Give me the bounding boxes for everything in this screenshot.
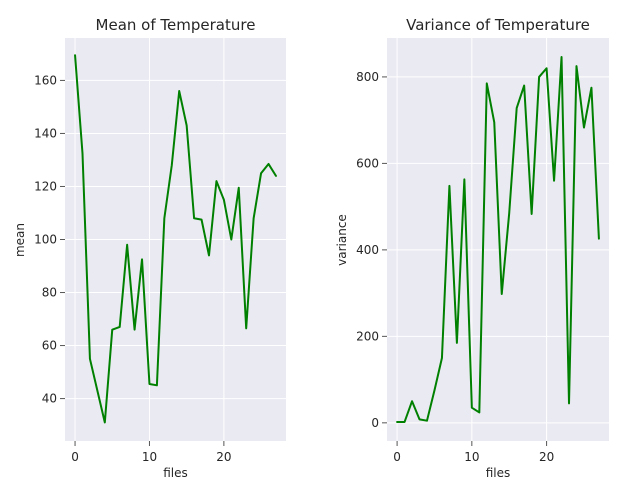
variance-y-tick-label-0: 0	[371, 416, 379, 430]
mean-ticks: 0 10 20 40 60 80 100 120 140 160	[34, 73, 231, 464]
mean-y-tick-label-3: 100	[34, 233, 57, 247]
variance-y-axis-label: variance	[335, 214, 349, 266]
mean-y-axis-label: mean	[13, 223, 27, 257]
variance-y-tick-label-4: 800	[356, 70, 379, 84]
mean-chart-title: Mean of Temperature	[96, 16, 256, 34]
mean-y-tick-label-4: 120	[34, 179, 57, 193]
variance-y-tick-label-2: 400	[356, 243, 379, 257]
mean-x-tick-label-0: 0	[71, 450, 79, 464]
variance-gridlines	[387, 38, 609, 441]
mean-series-line	[74, 54, 277, 424]
variance-x-tick-label-0: 0	[393, 450, 401, 464]
variance-x-tick-label-2: 20	[539, 450, 554, 464]
mean-x-tick-label-2: 20	[216, 450, 231, 464]
variance-series-line	[396, 56, 600, 423]
mean-y-tick-label-6: 160	[34, 73, 57, 87]
mean-y-tick-label-5: 140	[34, 126, 57, 140]
mean-x-axis-label: files	[163, 466, 188, 480]
mean-y-tick-label-0: 40	[42, 392, 57, 406]
variance-y-tick-label-1: 200	[356, 329, 379, 343]
mean-x-tick-label-1: 10	[142, 450, 157, 464]
mean-y-tick-label-2: 80	[42, 286, 57, 300]
variance-x-tick-label-1: 10	[464, 450, 479, 464]
variance-y-tick-label-3: 600	[356, 156, 379, 170]
variance-chart-title: Variance of Temperature	[406, 16, 590, 34]
mean-chart: 0 10 20 40 60 80 100 120 140 160 Mean of Temperat…	[13, 16, 286, 480]
mean-y-tick-label-1: 60	[42, 339, 57, 353]
variance-x-axis-label: files	[486, 466, 511, 480]
mean-gridlines	[65, 38, 286, 441]
